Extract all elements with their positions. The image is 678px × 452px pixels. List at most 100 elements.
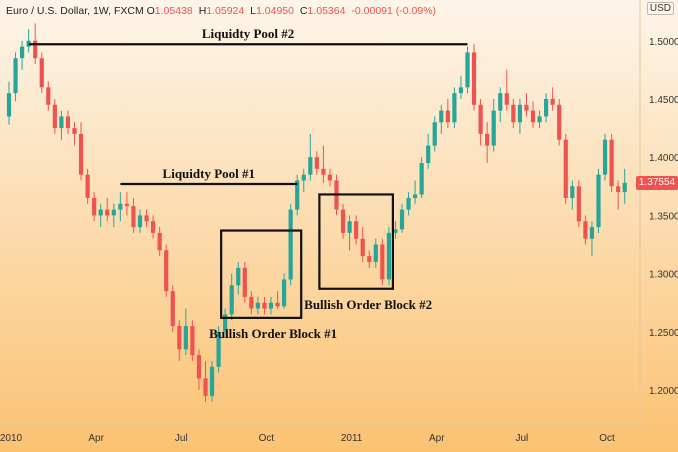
candle-body[interactable] — [354, 221, 359, 239]
candle-body[interactable] — [413, 194, 418, 198]
candle-body[interactable] — [530, 110, 536, 123]
candle-body[interactable] — [190, 326, 195, 356]
candle-body[interactable] — [570, 186, 575, 198]
candle-body[interactable] — [262, 302, 267, 309]
high-value: 1.05924 — [206, 5, 245, 17]
candle-body[interactable] — [445, 110, 450, 123]
candle-body[interactable] — [242, 267, 247, 297]
candle-body[interactable] — [478, 104, 483, 134]
candle-body[interactable] — [373, 244, 378, 262]
candle-body[interactable] — [282, 279, 287, 307]
candle-body[interactable] — [399, 209, 405, 230]
candle-body[interactable] — [105, 209, 110, 216]
candle-body[interactable] — [85, 174, 90, 198]
candle-body[interactable] — [196, 355, 202, 379]
candle-body[interactable] — [347, 221, 352, 233]
candle-body[interactable] — [583, 221, 588, 239]
candle-body[interactable] — [229, 285, 234, 315]
candle-body[interactable] — [596, 174, 601, 228]
candle-body[interactable] — [589, 227, 595, 239]
candle-body[interactable] — [576, 186, 581, 222]
candle-body[interactable] — [13, 58, 18, 94]
currency-badge[interactable]: USD — [646, 2, 674, 15]
candle-body[interactable] — [255, 302, 260, 309]
candle-body[interactable] — [164, 250, 169, 292]
candle-body[interactable] — [236, 267, 241, 286]
candle-body[interactable] — [124, 203, 129, 207]
candle-body[interactable] — [170, 291, 175, 327]
candle-body[interactable] — [275, 302, 280, 307]
order-block-box[interactable] — [318, 193, 394, 290]
candle-body[interactable] — [144, 215, 149, 222]
candle-body[interactable] — [157, 232, 162, 251]
candle-body[interactable] — [92, 197, 97, 216]
candle-body[interactable] — [563, 139, 568, 198]
candle-body[interactable] — [426, 145, 431, 164]
candle-body[interactable] — [485, 133, 490, 146]
candle-body[interactable] — [380, 244, 385, 280]
candle-body[interactable] — [517, 104, 522, 123]
candle-body[interactable] — [288, 209, 293, 280]
candle-body[interactable] — [393, 229, 398, 233]
candle-body[interactable] — [504, 93, 509, 105]
candle-body[interactable] — [340, 209, 346, 233]
candle-body[interactable] — [216, 331, 221, 367]
candle-body[interactable] — [249, 296, 254, 309]
candle-body[interactable] — [295, 180, 300, 210]
order-block-box[interactable] — [220, 229, 303, 319]
candle-body[interactable] — [511, 104, 516, 123]
candle-body[interactable] — [557, 104, 562, 140]
candle-body[interactable] — [498, 93, 503, 111]
candle-body[interactable] — [432, 122, 437, 146]
candle-body[interactable] — [6, 93, 12, 117]
candle-body[interactable] — [550, 98, 555, 105]
candle-body[interactable] — [458, 87, 464, 94]
candle-body[interactable] — [223, 314, 228, 332]
candle-body[interactable] — [622, 182, 627, 193]
candle-body[interactable] — [386, 232, 391, 280]
candle-body[interactable] — [131, 206, 136, 228]
candle-body[interactable] — [301, 174, 306, 181]
candle-body[interactable] — [471, 52, 477, 105]
candle-body[interactable] — [367, 256, 372, 262]
candle-body[interactable] — [33, 40, 38, 59]
candle-body[interactable] — [491, 110, 496, 146]
candle-body[interactable] — [308, 157, 313, 175]
candle-body[interactable] — [314, 157, 319, 169]
candle-body[interactable] — [537, 116, 542, 123]
candle-body[interactable] — [59, 116, 64, 129]
candle-body[interactable] — [406, 197, 411, 210]
symbol-label[interactable]: Euro / U.S. Dollar, 1W, FXCM — [6, 5, 144, 17]
y-tick-label: 1.35000 — [649, 211, 678, 222]
candle-body[interactable] — [360, 238, 365, 257]
candle-body[interactable] — [327, 174, 333, 181]
candle-body[interactable] — [439, 110, 444, 123]
candle-body[interactable] — [39, 58, 44, 88]
candle-body[interactable] — [524, 104, 529, 111]
candle-body[interactable] — [20, 46, 25, 59]
candle-body[interactable] — [465, 52, 470, 88]
candle-body[interactable] — [268, 302, 274, 309]
candle-body[interactable] — [98, 209, 103, 216]
candle-body[interactable] — [78, 133, 84, 175]
candle-body[interactable] — [151, 221, 156, 233]
candle-body[interactable] — [544, 98, 549, 117]
candle-body[interactable] — [72, 128, 77, 134]
candle-body[interactable] — [52, 104, 57, 129]
candle-body[interactable] — [419, 163, 424, 195]
candle-body[interactable] — [65, 116, 71, 129]
candle-body[interactable] — [177, 326, 182, 350]
candle-body[interactable] — [616, 186, 621, 193]
candle-body[interactable] — [137, 215, 143, 228]
candle-body[interactable] — [209, 366, 215, 396]
candle-body[interactable] — [609, 139, 614, 187]
candle-body[interactable] — [118, 203, 123, 210]
candle-body[interactable] — [46, 87, 51, 105]
candle-body[interactable] — [602, 139, 608, 175]
candle-body[interactable] — [183, 326, 188, 350]
candle-body[interactable] — [203, 378, 208, 396]
candle-body[interactable] — [111, 209, 116, 216]
candle-body[interactable] — [452, 93, 457, 123]
candle-body[interactable] — [321, 168, 326, 175]
